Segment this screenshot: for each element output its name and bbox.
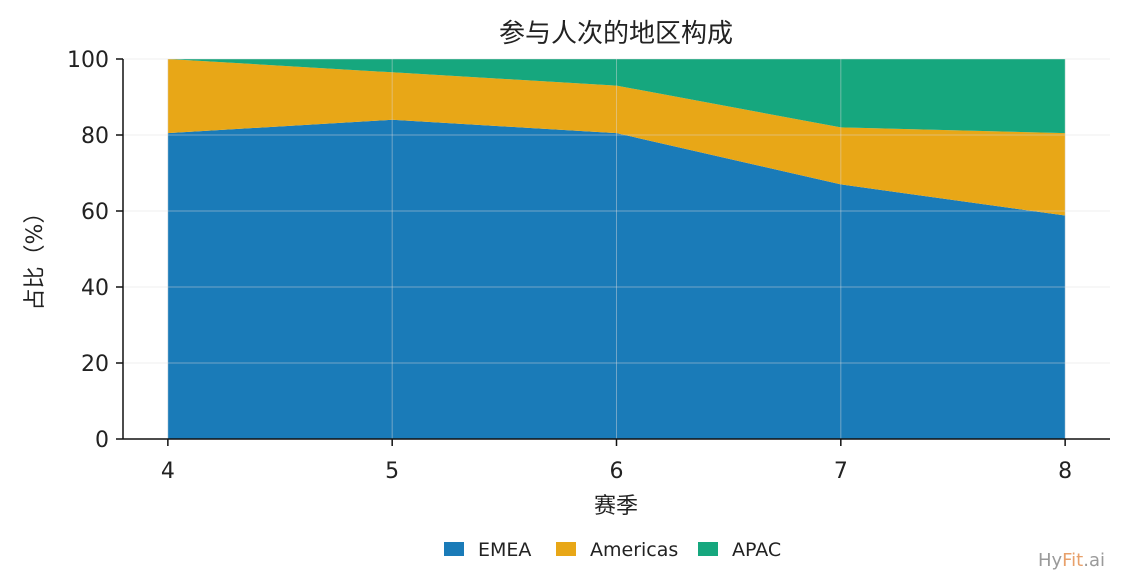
legend-label-emea: EMEA <box>478 539 531 561</box>
x-axis-label: 赛季 <box>594 494 638 519</box>
y-tick-label: 60 <box>81 200 109 225</box>
y-tick-label: 80 <box>81 124 109 149</box>
y-tick-label: 40 <box>81 276 109 301</box>
area-layer <box>167 59 1066 440</box>
area-americas <box>167 59 1066 216</box>
y-tick-label: 0 <box>95 428 109 453</box>
legend-swatch-americas <box>556 542 576 556</box>
axes-layer: 0 20 40 60 80 100 4 5 6 7 8 <box>67 48 1110 484</box>
area-emea <box>167 119 1066 440</box>
y-tick-label: 20 <box>81 352 109 377</box>
watermark: HyFit.ai <box>1038 550 1105 571</box>
area-apac <box>167 59 1066 134</box>
x-tick-label: 5 <box>385 459 399 484</box>
chart-title: 参与人次的地区构成 <box>499 19 733 49</box>
x-tick-label: 4 <box>161 459 175 484</box>
watermark-ai: .ai <box>1083 550 1105 571</box>
grid-layer <box>123 58 1110 440</box>
watermark-hy: Hy <box>1037 550 1063 571</box>
x-tick-label: 7 <box>834 459 848 484</box>
legend-label-americas: Americas <box>590 539 678 561</box>
x-tick-label: 6 <box>610 459 624 484</box>
y-axis-label: 占比（%） <box>23 202 48 311</box>
legend: EMEA Americas APAC <box>444 539 781 561</box>
legend-swatch-apac <box>698 542 718 556</box>
watermark-fit: Fit <box>1062 550 1084 571</box>
legend-label-apac: APAC <box>732 539 781 561</box>
y-tick-label: 100 <box>67 48 109 73</box>
x-tick-label: 8 <box>1058 459 1072 484</box>
legend-swatch-emea <box>444 542 464 556</box>
